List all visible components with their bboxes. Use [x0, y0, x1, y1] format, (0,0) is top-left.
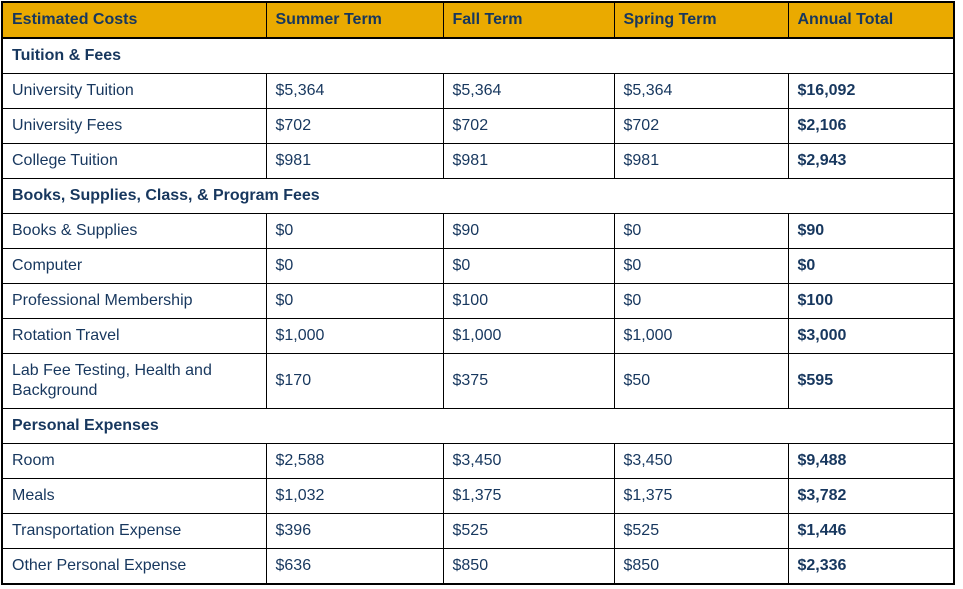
cell-fall: $0	[442, 248, 615, 284]
section-title: Personal Expenses	[1, 408, 955, 444]
cell-annual-total: $90	[787, 213, 955, 249]
row-label: Transportation Expense	[1, 513, 267, 549]
row-label: College Tuition	[1, 143, 267, 179]
cell-spring: $702	[613, 108, 789, 144]
cell-annual-total: $3,000	[787, 318, 955, 354]
table-row: Room $2,588 $3,450 $3,450 $9,488	[1, 443, 955, 479]
row-label: Room	[1, 443, 267, 479]
cell-annual-total: $3,782	[787, 478, 955, 514]
table-row: Professional Membership $0 $100 $0 $100	[1, 283, 955, 319]
table-row: Lab Fee Testing, Health and Background $1…	[1, 353, 955, 409]
cell-spring: $0	[613, 248, 789, 284]
row-label: Meals	[1, 478, 267, 514]
section-title: Tuition & Fees	[1, 37, 955, 74]
cell-annual-total: $595	[787, 353, 955, 409]
cell-spring: $50	[613, 353, 789, 409]
cell-fall: $525	[442, 513, 615, 549]
row-label: Books & Supplies	[1, 213, 267, 249]
cell-annual-total: $9,488	[787, 443, 955, 479]
cell-fall: $981	[442, 143, 615, 179]
row-label: Professional Membership	[1, 283, 267, 319]
cell-fall: $3,450	[442, 443, 615, 479]
table-row: Computer $0 $0 $0 $0	[1, 248, 955, 284]
col-header-spring-term: Spring Term	[613, 1, 789, 39]
cell-summer: $981	[265, 143, 444, 179]
section-header-row: Personal Expenses	[1, 408, 955, 444]
cell-annual-total: $2,336	[787, 548, 955, 585]
cell-spring: $3,450	[613, 443, 789, 479]
cell-summer: $1,000	[265, 318, 444, 354]
cell-annual-total: $16,092	[787, 73, 955, 109]
table-header-row: Estimated Costs Summer Term Fall Term Sp…	[1, 1, 955, 39]
cell-summer: $0	[265, 213, 444, 249]
section-title: Books, Supplies, Class, & Program Fees	[1, 178, 955, 214]
cell-annual-total: $2,943	[787, 143, 955, 179]
table-row: Rotation Travel $1,000 $1,000 $1,000 $3,000	[1, 318, 955, 354]
cell-fall: $375	[442, 353, 615, 409]
col-header-summer-term: Summer Term	[265, 1, 444, 39]
cell-spring: $525	[613, 513, 789, 549]
row-label: Lab Fee Testing, Health and Background	[1, 353, 267, 409]
cell-spring: $5,364	[613, 73, 789, 109]
row-label: Computer	[1, 248, 267, 284]
table-row: Other Personal Expense $636 $850 $850 $2,336	[1, 548, 955, 585]
table-row: College Tuition $981 $981 $981 $2,943	[1, 143, 955, 179]
section-header-row: Books, Supplies, Class, & Program Fees	[1, 178, 955, 214]
cell-fall: $5,364	[442, 73, 615, 109]
cell-fall: $1,000	[442, 318, 615, 354]
cell-summer: $396	[265, 513, 444, 549]
cell-summer: $636	[265, 548, 444, 585]
cell-spring: $981	[613, 143, 789, 179]
cell-annual-total: $100	[787, 283, 955, 319]
cell-spring: $0	[613, 283, 789, 319]
cell-fall: $702	[442, 108, 615, 144]
cell-annual-total: $0	[787, 248, 955, 284]
cell-spring: $1,375	[613, 478, 789, 514]
cell-spring: $0	[613, 213, 789, 249]
cell-annual-total: $2,106	[787, 108, 955, 144]
row-label: Rotation Travel	[1, 318, 267, 354]
cell-summer: $170	[265, 353, 444, 409]
cell-fall: $850	[442, 548, 615, 585]
cell-summer: $2,588	[265, 443, 444, 479]
cell-annual-total: $1,446	[787, 513, 955, 549]
row-label: University Fees	[1, 108, 267, 144]
col-header-fall-term: Fall Term	[442, 1, 615, 39]
table-row: University Fees $702 $702 $702 $2,106	[1, 108, 955, 144]
row-label: University Tuition	[1, 73, 267, 109]
cell-summer: $5,364	[265, 73, 444, 109]
col-header-annual-total: Annual Total	[787, 1, 955, 39]
table-row: Transportation Expense $396 $525 $525 $1,446	[1, 513, 955, 549]
col-header-estimated-costs: Estimated Costs	[1, 1, 267, 39]
section-header-row: Tuition & Fees	[1, 37, 955, 74]
table-row: Meals $1,032 $1,375 $1,375 $3,782	[1, 478, 955, 514]
cell-spring: $1,000	[613, 318, 789, 354]
table-row: Books & Supplies $0 $90 $0 $90	[1, 213, 955, 249]
table-body: Tuition & Fees University Tuition $5,364 $5…	[1, 37, 955, 585]
cell-spring: $850	[613, 548, 789, 585]
cell-fall: $90	[442, 213, 615, 249]
cell-fall: $100	[442, 283, 615, 319]
cell-fall: $1,375	[442, 478, 615, 514]
row-label: Other Personal Expense	[1, 548, 267, 585]
cell-summer: $1,032	[265, 478, 444, 514]
cell-summer: $0	[265, 283, 444, 319]
cell-summer: $702	[265, 108, 444, 144]
table-row: University Tuition $5,364 $5,364 $5,364 $16,…	[1, 73, 955, 109]
cell-summer: $0	[265, 248, 444, 284]
